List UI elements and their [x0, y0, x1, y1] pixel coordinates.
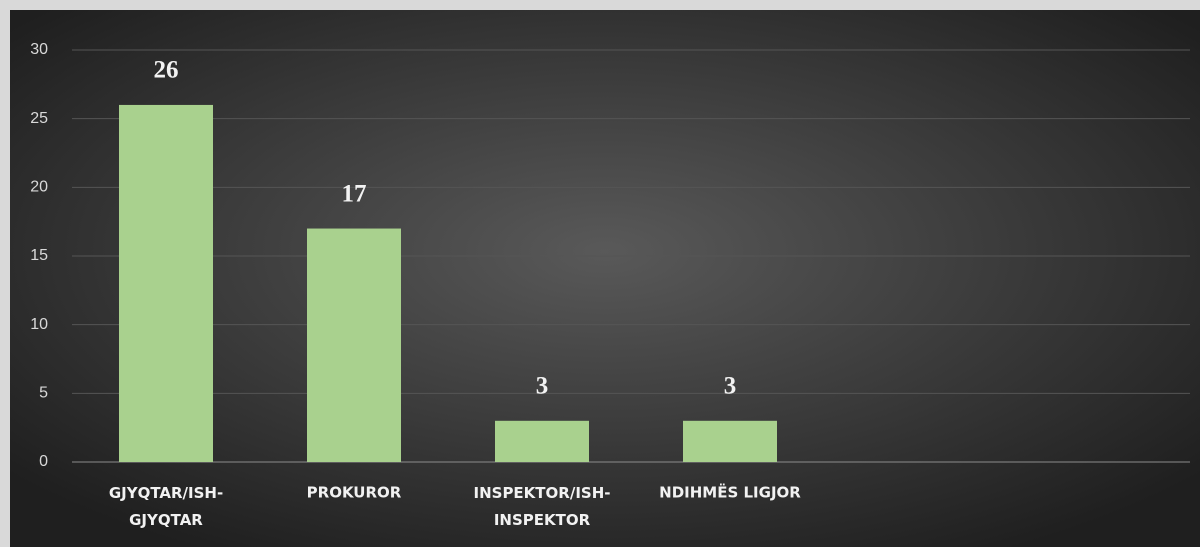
x-tick-label: GJYQTAR/ISH-GJYQTAR	[109, 484, 223, 529]
y-tick-label: 10	[30, 316, 48, 333]
x-tick-label: PROKUROR	[307, 484, 402, 502]
data-label: 3	[724, 373, 737, 400]
x-tick-label: INSPEKTOR/ISH-INSPEKTOR	[474, 484, 611, 529]
y-tick-label: 15	[30, 247, 48, 264]
y-tick-label: 5	[39, 385, 48, 402]
x-tick-label: NDIHMËS LIGJOR	[659, 483, 801, 502]
y-tick-label: 25	[30, 110, 48, 127]
bar	[683, 420, 777, 462]
data-label: 17	[342, 180, 367, 207]
y-tick-label: 20	[30, 179, 48, 196]
bar	[119, 104, 213, 462]
data-label: 3	[536, 373, 549, 400]
y-tick-label: 30	[30, 41, 48, 58]
bar	[495, 420, 589, 462]
data-label: 26	[154, 57, 179, 84]
bar	[307, 228, 401, 462]
y-tick-label: 0	[39, 453, 48, 470]
